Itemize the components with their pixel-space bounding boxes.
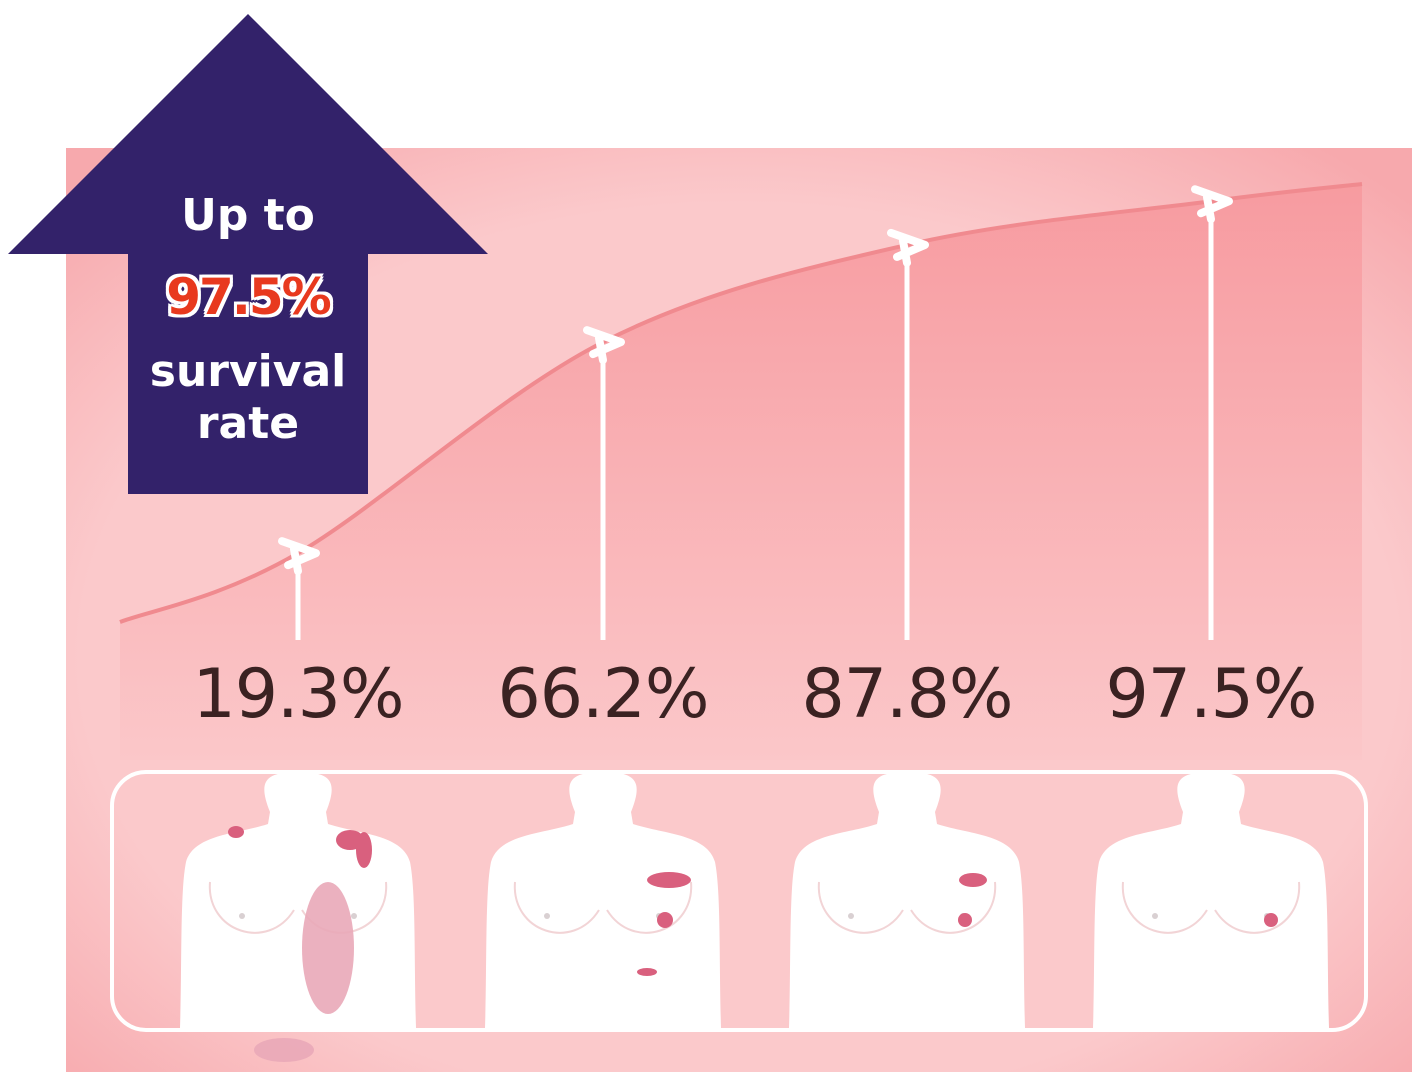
body-illustration-2: [485, 772, 721, 1028]
body-illustration-1: [180, 772, 416, 1062]
up-arrow-icon: [8, 14, 488, 494]
data-label-4: 97.5%: [1105, 655, 1317, 734]
illustration-frame: [110, 770, 1368, 1032]
body-illustration-4: [1093, 772, 1329, 1028]
value-marker-1: [278, 537, 320, 576]
callout-survival-value: 97.5%: [166, 268, 331, 326]
body-illustration-3: [789, 772, 1025, 1028]
value-marker-2: [583, 326, 625, 365]
area-fill: [120, 184, 1362, 760]
value-marker-4: [1191, 185, 1233, 224]
value-marker-3: [887, 228, 929, 267]
callout-line-rate: rate: [196, 398, 300, 449]
data-label-1: 19.3%: [192, 655, 404, 734]
data-label-3: 87.8%: [801, 655, 1013, 734]
callout-line-up-to: Up to: [181, 190, 315, 241]
callout-line-survival: survival: [149, 346, 347, 397]
data-label-2: 66.2%: [497, 655, 709, 734]
